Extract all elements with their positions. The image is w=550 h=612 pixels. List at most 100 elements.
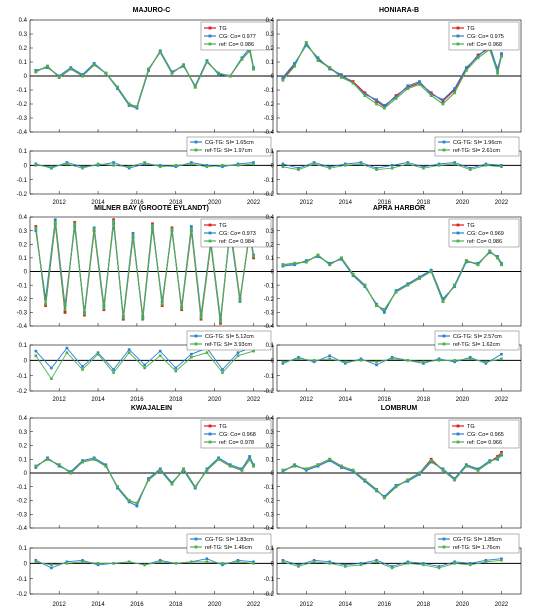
data-point-ref: [304, 260, 308, 264]
y-tick-label: -0.1: [264, 283, 275, 289]
y-tick-label: 0.3: [266, 32, 275, 38]
residual-point-cg-tg: [359, 161, 363, 164]
residual-point-ref-tg: [375, 360, 378, 364]
y-tick-label: -0.1: [264, 374, 275, 380]
residual-point-cg-tg: [96, 563, 100, 567]
residual-point-ref-tg: [112, 164, 115, 167]
y-tick-label: -0.3: [17, 512, 28, 518]
data-point-ref: [252, 255, 255, 258]
legend-marker: [456, 440, 460, 444]
residual-point-ref-tg: [127, 351, 131, 354]
x-tick-label: 2022: [495, 602, 509, 608]
data-point-ref: [240, 468, 244, 472]
data-point-ref: [382, 106, 386, 110]
x-tick-label: 2022: [247, 200, 261, 206]
data-point-ref: [293, 261, 296, 265]
y-tick-label: 0.4: [266, 215, 275, 221]
residual-point-ref-tg: [500, 165, 503, 169]
residual-point-cg-tg: [236, 558, 240, 562]
y-tick-label: 0: [271, 164, 275, 170]
legend-label: ref: Co= 0.986: [219, 42, 254, 48]
data-point-ref: [180, 306, 184, 310]
residual-point-cg-tg: [96, 164, 100, 167]
y-tick-label: 0.4: [19, 18, 28, 24]
legend-box: [186, 330, 272, 351]
y-tick-label: 0: [24, 164, 28, 170]
x-tick-label: 2020: [208, 200, 222, 206]
x-tick-label: 2022: [495, 397, 509, 403]
legend-label: CG-TG: SI= 5.12cm: [205, 334, 254, 340]
data-point-ref: [34, 226, 38, 230]
data-point-ref: [281, 468, 285, 472]
residual-point-ref-tg: [143, 366, 146, 370]
y-tick-label: -0.3: [17, 311, 28, 317]
y-tick-label: -0.4: [264, 324, 275, 330]
residual-point-ref-tg: [312, 359, 316, 362]
x-tick-label: 2016: [378, 602, 392, 608]
residual-point-ref-tg: [359, 359, 363, 362]
bottom-axes-frame: [29, 547, 274, 595]
legend-label: CG-TG: SI= 2.57cm: [453, 334, 502, 340]
y-tick-label: 0.2: [19, 46, 28, 52]
data-point-ref: [92, 63, 96, 67]
data-point-ref: [189, 227, 193, 231]
legend-marker: [208, 231, 212, 235]
residual-point-ref-tg: [143, 161, 146, 164]
y-tick-label: 0.1: [266, 256, 275, 262]
data-point-ref: [34, 70, 38, 74]
legend-label: ref-TG: SI= 3.93cm: [205, 342, 252, 348]
y-tick-label: -0.1: [264, 485, 275, 491]
legend-marker: [208, 34, 212, 38]
residual-point-ref-tg: [437, 164, 441, 167]
residual-point-cg-tg: [221, 165, 224, 169]
y-tick-label: -0.2: [264, 102, 275, 108]
data-point-ref: [135, 501, 139, 505]
legend-label: CG: Co= 0.965: [467, 432, 504, 438]
data-point-cg: [382, 104, 386, 107]
data-point-ref: [304, 467, 308, 471]
residual-point-cg-tg: [312, 558, 316, 562]
data-point-ref: [160, 302, 164, 306]
legend-label: TG: [467, 223, 475, 229]
data-point-ref: [316, 463, 320, 467]
residual-point-cg-tg: [375, 166, 378, 170]
residual-point-cg-tg: [174, 165, 178, 169]
residual-point-cg-tg: [252, 161, 255, 164]
residual-point-cg-tg: [422, 362, 425, 365]
x-tick-label: 2018: [417, 602, 431, 608]
x-tick-label: 2012: [52, 200, 66, 206]
data-point-ref: [500, 452, 503, 456]
data-point-ref: [248, 49, 252, 53]
residual-point-ref-tg: [390, 166, 394, 170]
residual-point-ref-tg: [453, 562, 456, 565]
data-point-cg: [441, 297, 445, 301]
legend-marker: [194, 148, 198, 152]
legend-box: [434, 533, 520, 554]
residual-point-ref-tg: [34, 164, 38, 167]
residual-point-ref-tg: [406, 359, 410, 362]
residual-point-cg-tg: [406, 161, 410, 164]
residual-point-ref-tg: [127, 560, 131, 564]
residual-point-cg-tg: [484, 362, 488, 365]
residual-point-cg-tg: [81, 365, 84, 368]
residual-point-ref-tg: [65, 351, 69, 354]
y-tick-label: -0.3: [264, 311, 275, 317]
legend-marker: [442, 537, 446, 541]
residual-point-cg-tg: [484, 558, 488, 562]
data-point-ref: [127, 499, 131, 502]
residual-point-ref-tg: [221, 164, 224, 167]
y-tick-label: -0.1: [264, 178, 275, 184]
data-point-ref: [112, 219, 115, 223]
residual-point-cg-tg: [158, 558, 162, 562]
residual-point-cg-tg: [65, 346, 69, 350]
y-tick-label: -0.1: [17, 374, 28, 380]
data-point-ref: [182, 63, 185, 67]
legend-label: ref-TG: SI= 1.76cm: [453, 545, 500, 551]
y-tick-label: 0: [24, 270, 28, 276]
data-point-cg: [248, 455, 252, 458]
data-point-ref: [217, 457, 220, 461]
residual-point-ref-tg: [96, 352, 100, 356]
legend-label: TG: [219, 26, 227, 32]
residual-point-ref-tg: [344, 164, 347, 167]
